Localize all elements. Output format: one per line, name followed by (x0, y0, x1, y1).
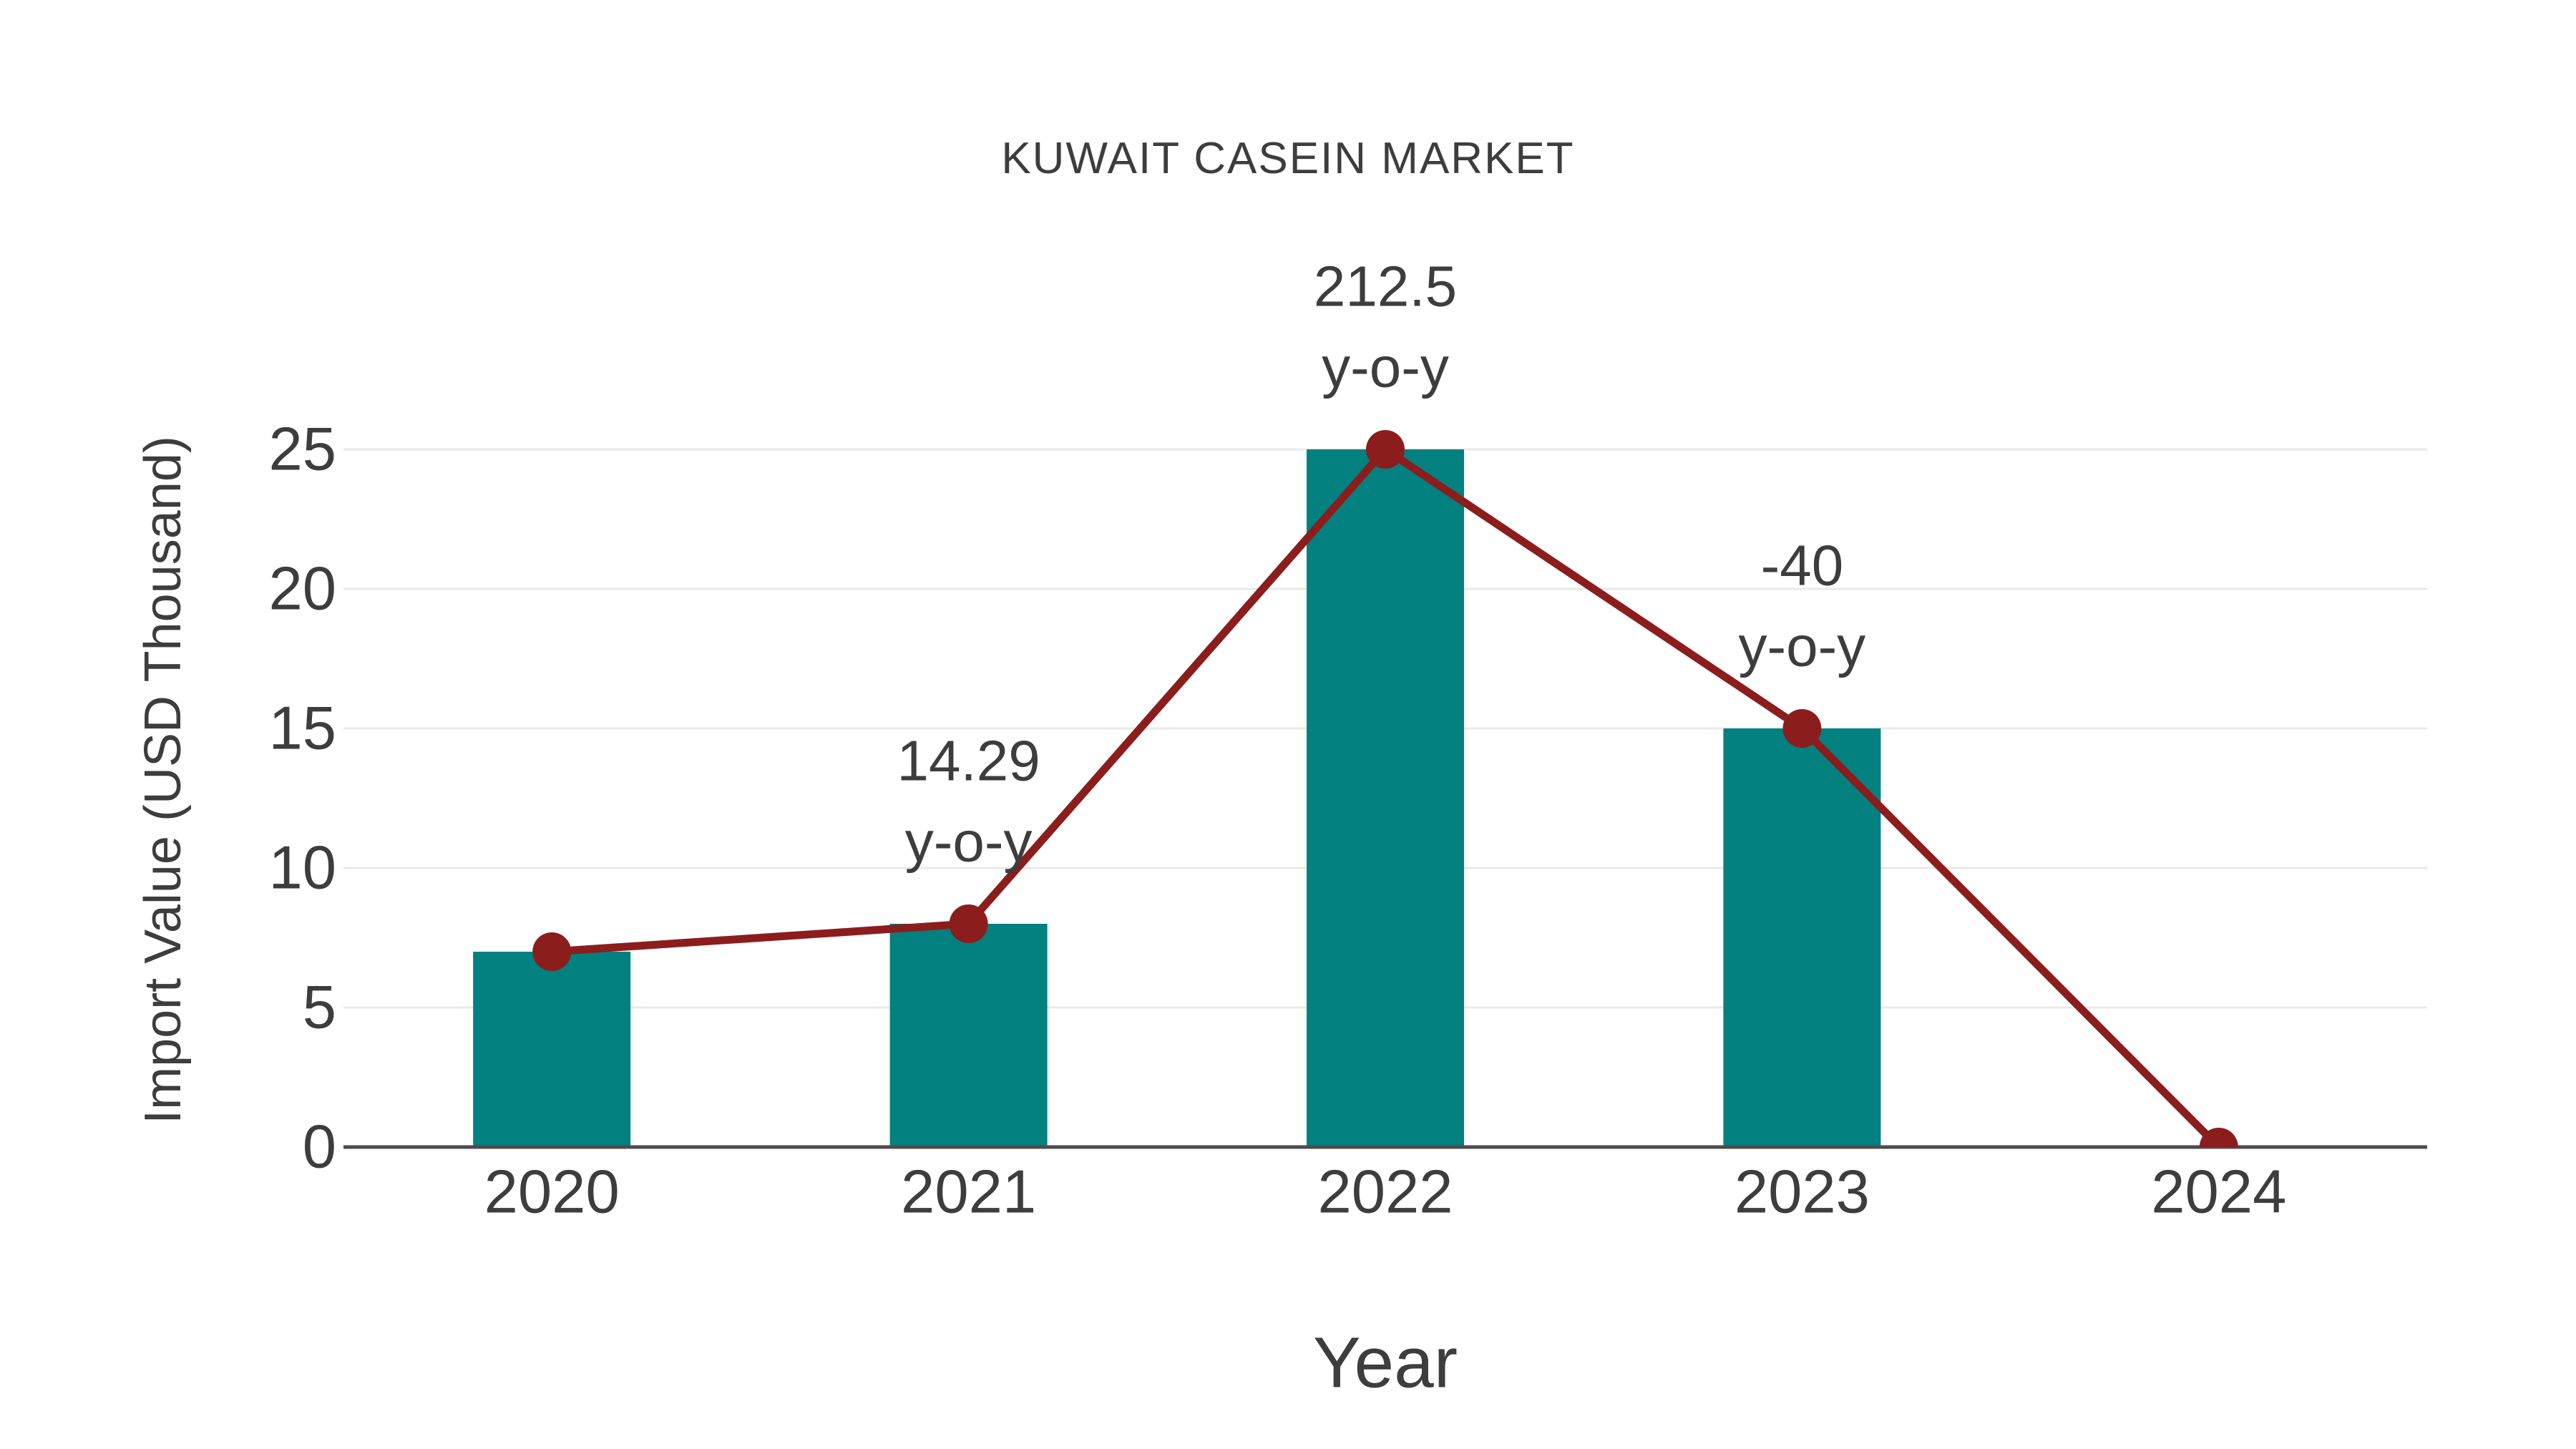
y-tick-label: 10 (268, 834, 336, 902)
x-tick-label: 2023 (1735, 1158, 1870, 1226)
bar (1307, 449, 1464, 1147)
bar (1723, 728, 1881, 1147)
x-tick-label: 2020 (484, 1158, 620, 1226)
x-tick-label: 2024 (2151, 1158, 2286, 1226)
data-point-marker (2199, 1128, 2238, 1147)
annotation-value: 14.29 (897, 729, 1040, 793)
annotation-value: -40 (1761, 534, 1844, 597)
y-axis-title: Import Value (USD Thousand) (135, 436, 192, 1124)
bar (473, 952, 631, 1147)
annotation-suffix: y-o-y (1322, 336, 1449, 399)
y-tick-label: 20 (268, 555, 336, 623)
data-point-marker (1782, 709, 1822, 748)
x-tick-label: 2021 (901, 1158, 1036, 1226)
bar (889, 924, 1048, 1147)
x-tick-label: 2022 (1317, 1158, 1453, 1226)
y-tick-label: 0 (303, 1113, 336, 1181)
y-tick-label: 15 (268, 695, 336, 763)
x-axis-title: Year (1312, 1322, 1458, 1403)
chart-title: KUWAIT CASEIN MARKET (1001, 134, 1575, 183)
data-point-marker (949, 904, 988, 943)
annotation-suffix: y-o-y (905, 810, 1033, 874)
y-tick-label: 25 (268, 416, 336, 484)
y-tick-label: 5 (303, 974, 336, 1042)
annotation-suffix: y-o-y (1739, 615, 1866, 678)
data-point-marker (1366, 430, 1405, 469)
annotation-value: 212.5 (1314, 255, 1457, 318)
data-point-marker (532, 932, 572, 971)
